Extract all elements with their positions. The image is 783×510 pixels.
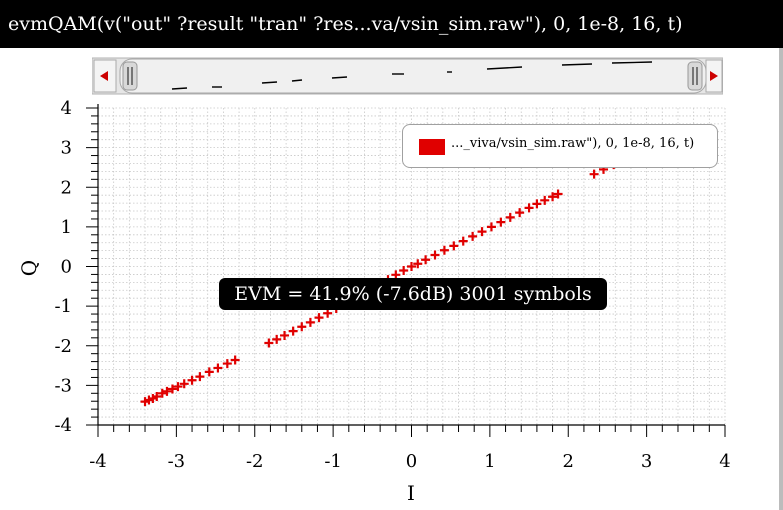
data-point	[297, 322, 307, 332]
y-tick-label: 3	[61, 138, 72, 159]
x-tick-label: 1	[484, 451, 495, 472]
scroll-thumb[interactable]	[119, 58, 707, 94]
y-tick-label: 4	[61, 98, 72, 119]
data-point	[152, 391, 162, 401]
data-point	[305, 317, 315, 327]
y-tick-label: -1	[54, 296, 72, 317]
data-point	[407, 262, 416, 271]
data-point	[213, 363, 223, 373]
y-tick-label: 0	[61, 257, 72, 278]
data-point	[540, 195, 550, 205]
chart-legend[interactable]: ..._viva/vsin_sim.raw"), 0, 1e-8, 16, t)	[402, 124, 718, 168]
scroll-preview-trace	[171, 61, 653, 90]
data-point	[589, 169, 599, 179]
data-point	[187, 375, 197, 385]
data-point	[468, 231, 478, 241]
y-tick-label: -4	[54, 415, 72, 436]
data-point	[167, 384, 177, 394]
data-point	[195, 372, 205, 382]
data-point	[157, 388, 167, 398]
y-axis-label: Q	[17, 260, 41, 276]
data-point	[548, 192, 558, 202]
data-point	[524, 203, 534, 213]
data-point	[323, 308, 333, 318]
x-axis-label: I	[407, 481, 415, 505]
data-point	[553, 189, 563, 199]
x-tick-label: -4	[89, 451, 107, 472]
window-border	[779, 48, 783, 510]
y-tick-label: 1	[61, 217, 72, 238]
x-tick-label: -3	[168, 451, 186, 472]
data-point	[391, 270, 401, 280]
x-tick-label: 3	[641, 451, 652, 472]
y-tick-label: -3	[54, 375, 72, 396]
data-point	[179, 379, 189, 389]
x-tick-label: 4	[719, 451, 730, 472]
data-point	[439, 245, 449, 255]
x-tick-label: 2	[563, 451, 574, 472]
data-point	[173, 382, 183, 392]
data-point	[532, 199, 542, 209]
x-tick-label: 0	[406, 451, 417, 472]
scroll-right-arrow-icon[interactable]	[705, 59, 723, 93]
data-point	[162, 386, 172, 396]
data-point	[204, 367, 214, 377]
data-point	[288, 326, 298, 336]
data-point	[449, 241, 459, 251]
evm-annotation: EVM = 41.9% (-7.6dB) 3001 symbols	[219, 278, 607, 310]
data-point	[399, 265, 409, 275]
x-tick-label: -2	[246, 451, 264, 472]
data-point	[413, 259, 423, 269]
y-tick-label: -2	[54, 336, 72, 357]
data-point	[496, 217, 506, 227]
data-point	[430, 250, 440, 260]
legend-entry-label: ..._viva/vsin_sim.raw"), 0, 1e-8, 16, t)	[451, 136, 695, 151]
data-point	[222, 359, 232, 369]
window-title: evmQAM(v("out" ?result "tran" ?res...va/…	[0, 0, 783, 48]
data-point	[272, 334, 282, 344]
horizontal-scrollbar[interactable]	[91, 56, 724, 96]
data-point	[264, 338, 274, 348]
data-point	[477, 227, 487, 237]
data-point	[486, 222, 496, 232]
data-point	[515, 208, 525, 218]
x-tick-label: -1	[324, 451, 342, 472]
y-tick-label: 2	[61, 177, 72, 198]
data-point	[421, 255, 431, 265]
data-point	[314, 313, 324, 323]
legend-swatch	[419, 139, 445, 155]
data-point	[230, 355, 240, 365]
data-point	[458, 236, 468, 246]
data-point	[280, 330, 290, 340]
data-point	[505, 212, 515, 222]
scroll-left-arrow-icon[interactable]	[93, 59, 117, 93]
